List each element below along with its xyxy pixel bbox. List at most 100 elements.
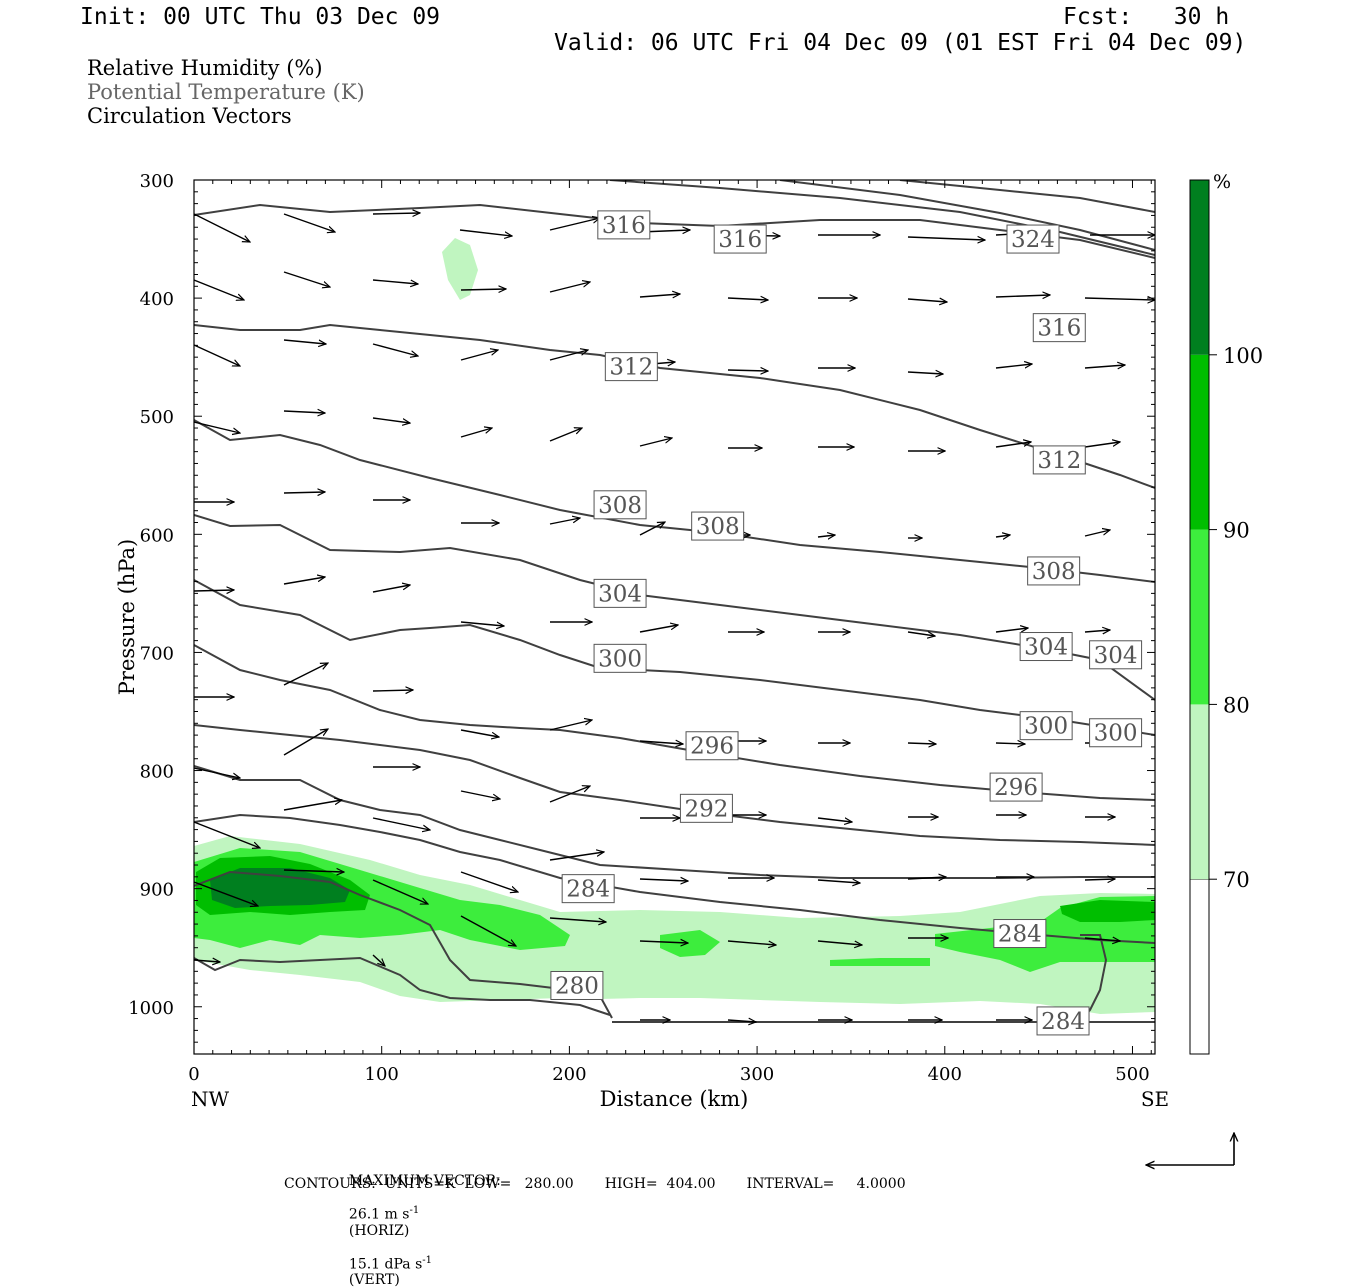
y-tick-label: 700	[140, 643, 174, 664]
circulation-vector	[194, 767, 240, 778]
circulation-vector	[283, 411, 325, 413]
circulation-vector	[549, 282, 590, 293]
horiz-tag: (HORIZ)	[348, 1222, 410, 1239]
circulation-vector	[460, 729, 499, 737]
x-end-label-nw: NW	[191, 1087, 230, 1111]
colorbar-level: 70	[1223, 868, 1250, 892]
contour-label-box	[993, 919, 1047, 949]
contour-label-box	[1006, 224, 1060, 254]
x-tick-label: 100	[365, 1064, 399, 1085]
circulation-vector	[549, 428, 582, 442]
circulation-vector	[283, 213, 335, 232]
vector-layer	[194, 213, 1155, 1022]
contour-label: 280	[550, 970, 604, 1000]
contour-label-text: 304	[1094, 643, 1138, 669]
contour-label-text: 296	[994, 775, 1038, 801]
humidity-region	[194, 836, 1155, 1014]
circulation-vector	[194, 821, 260, 848]
contour-label: 316	[1032, 313, 1086, 343]
circulation-vector	[817, 818, 852, 822]
contour-label-box	[597, 210, 651, 240]
circulation-vector	[995, 295, 1050, 297]
contour-label: 312	[604, 352, 658, 382]
colorbar-unit: %	[1213, 171, 1231, 193]
circulation-vector	[817, 880, 860, 883]
contour-label-text: 316	[718, 227, 762, 253]
contour-label-text: 304	[1024, 635, 1068, 661]
humidity-region	[830, 958, 930, 966]
y-tick-label: 600	[140, 525, 174, 546]
isentrope-line	[609, 180, 1155, 256]
contour-label-text: 292	[684, 796, 728, 822]
x-axis-label: Distance (km)	[600, 1087, 749, 1111]
circulation-vector	[194, 960, 220, 962]
circulation-vector	[549, 720, 592, 731]
x-tick-label: 0	[188, 1064, 199, 1085]
contour-label: 304	[1089, 640, 1143, 670]
circulation-vector	[194, 279, 244, 300]
x-tick-label: 400	[928, 1064, 962, 1085]
contour-label-box	[593, 643, 647, 673]
circulation-vector	[460, 790, 500, 799]
circulation-vector	[283, 492, 325, 493]
contour-label: 304	[1019, 632, 1073, 662]
circulation-vector	[459, 229, 512, 236]
circulation-vector	[283, 870, 344, 872]
contour-label: 284	[561, 874, 615, 904]
circulation-vector	[372, 690, 413, 691]
circulation-vector	[372, 817, 430, 830]
contour-label-box	[685, 731, 739, 761]
circulation-vector	[727, 940, 776, 945]
circulation-vector	[1084, 298, 1155, 300]
contour-label-text: 308	[696, 514, 740, 540]
colorbar-segment	[1190, 354, 1209, 530]
contour-label-box	[691, 511, 745, 541]
humidity-region	[210, 868, 350, 908]
circulation-vector	[194, 881, 258, 906]
contour-label-text: 308	[1032, 559, 1076, 585]
circulation-vector	[372, 954, 385, 966]
contour-label-text: 296	[690, 734, 734, 760]
circulation-vector	[639, 522, 665, 536]
circulation-vector	[727, 370, 768, 371]
contour-label-layer: 316 316 324 316 312 312 308 308 308 304 304 304 300 3…	[550, 210, 1143, 1036]
circulation-vector	[995, 628, 1028, 632]
circulation-vector	[907, 743, 936, 744]
vert-exponent: -1	[422, 1254, 433, 1266]
contour-label: 292	[679, 793, 733, 823]
isentrope-line	[194, 323, 1155, 489]
colorbar-frame	[1189, 179, 1210, 1055]
isentrope-line	[899, 180, 1155, 213]
colorbar-segment	[1190, 529, 1209, 705]
contour-label-text: 300	[1094, 721, 1138, 747]
circulation-vector	[1084, 938, 1120, 941]
contour-label-text: 284	[566, 877, 610, 903]
circulation-vector	[283, 729, 328, 756]
contour-label-box	[1089, 718, 1143, 748]
y-tick-label: 900	[140, 880, 174, 901]
contour-label-text: 304	[598, 581, 642, 607]
circulation-vector	[727, 1020, 756, 1022]
contour-label: 284	[993, 919, 1047, 949]
horiz-exponent: -1	[409, 1205, 420, 1216]
contour-label: 308	[593, 490, 647, 520]
contour-label-text: 324	[1011, 227, 1055, 253]
circulation-vector	[995, 743, 1025, 744]
circulation-vector	[372, 585, 410, 593]
circulation-vector	[372, 879, 428, 904]
x-end-label-se: SE	[1141, 1087, 1169, 1111]
circulation-vector	[372, 279, 418, 284]
circulation-vector	[460, 428, 492, 438]
y-axis-label: Pressure (hPa)	[115, 539, 139, 695]
circulation-vector	[194, 421, 240, 433]
contour-label-text: 312	[1037, 448, 1081, 474]
contour-label-box	[713, 224, 767, 254]
contour-label-text: 280	[555, 973, 599, 999]
forecast-hour: Fcst: 30 h	[1063, 4, 1230, 30]
contour-label-box	[1036, 1006, 1090, 1036]
contour-label-text: 300	[1024, 714, 1068, 740]
circulation-vector	[1084, 530, 1110, 537]
axes-layer: 300 400 500 600 700 800 900 1000 0 100 200 300 400 50…	[115, 171, 1169, 1111]
vert-value: 15.1 dPa s	[348, 1256, 423, 1273]
